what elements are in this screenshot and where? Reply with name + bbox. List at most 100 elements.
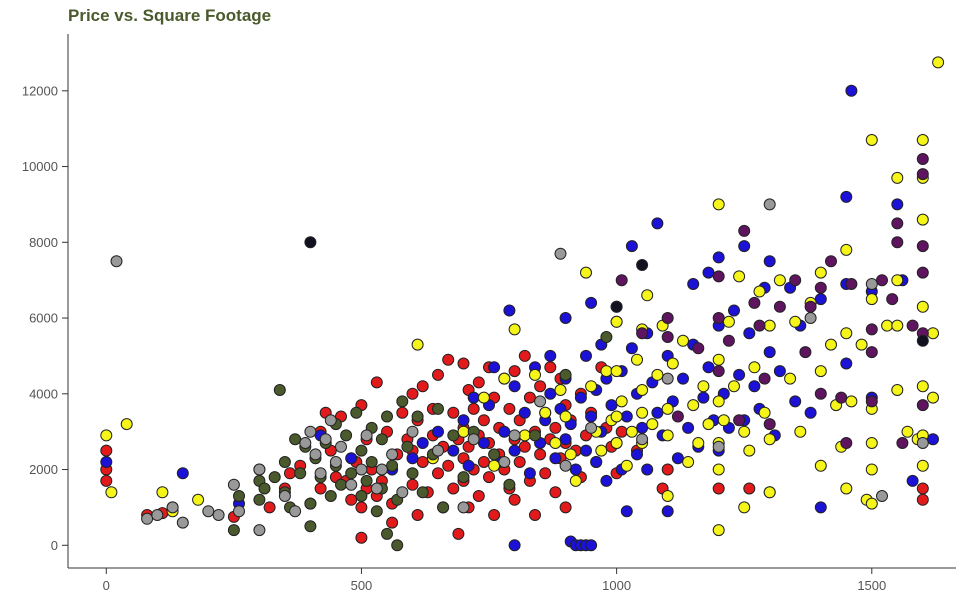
data-point <box>773 274 786 287</box>
data-point <box>661 490 674 502</box>
data-point <box>916 459 929 472</box>
data-point <box>682 456 695 468</box>
data-point <box>927 433 939 446</box>
data-point <box>876 274 888 287</box>
data-point <box>100 474 113 487</box>
data-point <box>896 437 909 449</box>
data-point <box>386 516 399 529</box>
y-tick-label: 12000 <box>22 83 58 98</box>
data-point <box>916 399 929 412</box>
data-point <box>554 384 567 396</box>
data-point <box>738 240 751 253</box>
data-point <box>891 217 904 230</box>
data-point <box>406 387 419 400</box>
data-point <box>712 395 725 408</box>
data-point <box>728 380 740 393</box>
data-point <box>840 482 853 495</box>
data-point <box>891 171 904 184</box>
data-point <box>615 425 628 438</box>
data-point <box>253 493 266 506</box>
data-point <box>814 281 827 294</box>
data-point <box>666 357 679 370</box>
data-point <box>447 406 460 419</box>
data-point <box>743 327 756 340</box>
data-point <box>477 437 490 449</box>
data-point <box>758 406 771 419</box>
data-point <box>916 300 929 313</box>
data-point <box>534 448 547 461</box>
data-point <box>151 509 164 521</box>
data-point <box>406 478 419 491</box>
data-point <box>789 274 802 287</box>
data-point <box>712 251 725 264</box>
data-point <box>891 319 904 332</box>
data-point <box>804 312 817 324</box>
data-point <box>544 361 557 374</box>
data-point <box>625 425 638 438</box>
data-point <box>554 247 567 260</box>
data-point <box>661 312 674 324</box>
data-point <box>585 421 598 434</box>
data-point <box>340 429 353 442</box>
data-point <box>753 319 766 332</box>
data-point <box>447 482 460 495</box>
data-point <box>916 380 929 393</box>
data-point <box>580 444 592 457</box>
data-point <box>789 315 802 328</box>
data-point <box>391 539 404 552</box>
data-point <box>472 490 485 502</box>
data-point <box>452 527 465 540</box>
data-point <box>105 486 118 499</box>
data-point <box>258 482 271 495</box>
data-point <box>692 437 705 449</box>
data-point <box>733 414 746 427</box>
data-point <box>472 376 485 389</box>
data-point <box>549 437 562 449</box>
data-point <box>595 444 608 457</box>
data-point <box>335 440 347 453</box>
data-point <box>508 539 521 552</box>
data-point <box>370 505 383 518</box>
data-point <box>661 402 674 415</box>
data-point <box>677 334 689 347</box>
data-point <box>477 391 490 404</box>
data-point <box>733 368 746 381</box>
data-point <box>100 456 113 468</box>
data-point <box>590 456 603 468</box>
data-point <box>610 437 623 449</box>
data-point <box>712 198 725 211</box>
data-point <box>600 331 613 343</box>
data-point <box>738 425 751 438</box>
data-point <box>865 346 878 359</box>
data-point <box>845 395 858 408</box>
data-point <box>799 346 812 359</box>
data-point <box>712 524 725 537</box>
data-point <box>615 274 628 287</box>
data-point <box>100 444 113 457</box>
data-point <box>687 399 700 412</box>
data-point <box>891 236 904 249</box>
data-point <box>916 334 929 347</box>
data-point <box>488 448 501 461</box>
data-point <box>278 490 291 502</box>
data-point <box>625 240 638 253</box>
data-point <box>289 433 302 446</box>
data-point <box>350 406 363 419</box>
data-point <box>503 402 516 415</box>
data-point <box>840 243 853 256</box>
data-point <box>467 402 480 415</box>
data-point <box>110 255 123 268</box>
data-point <box>523 467 536 480</box>
data-point <box>615 395 628 408</box>
data-point <box>544 387 557 400</box>
data-point <box>835 391 848 404</box>
data-point <box>319 433 332 446</box>
data-point <box>712 463 725 476</box>
data-point <box>539 406 552 419</box>
data-point <box>600 365 613 378</box>
data-point <box>100 429 113 442</box>
data-point <box>661 372 674 385</box>
data-point <box>559 368 572 381</box>
data-point <box>304 236 317 249</box>
data-point <box>702 361 715 374</box>
